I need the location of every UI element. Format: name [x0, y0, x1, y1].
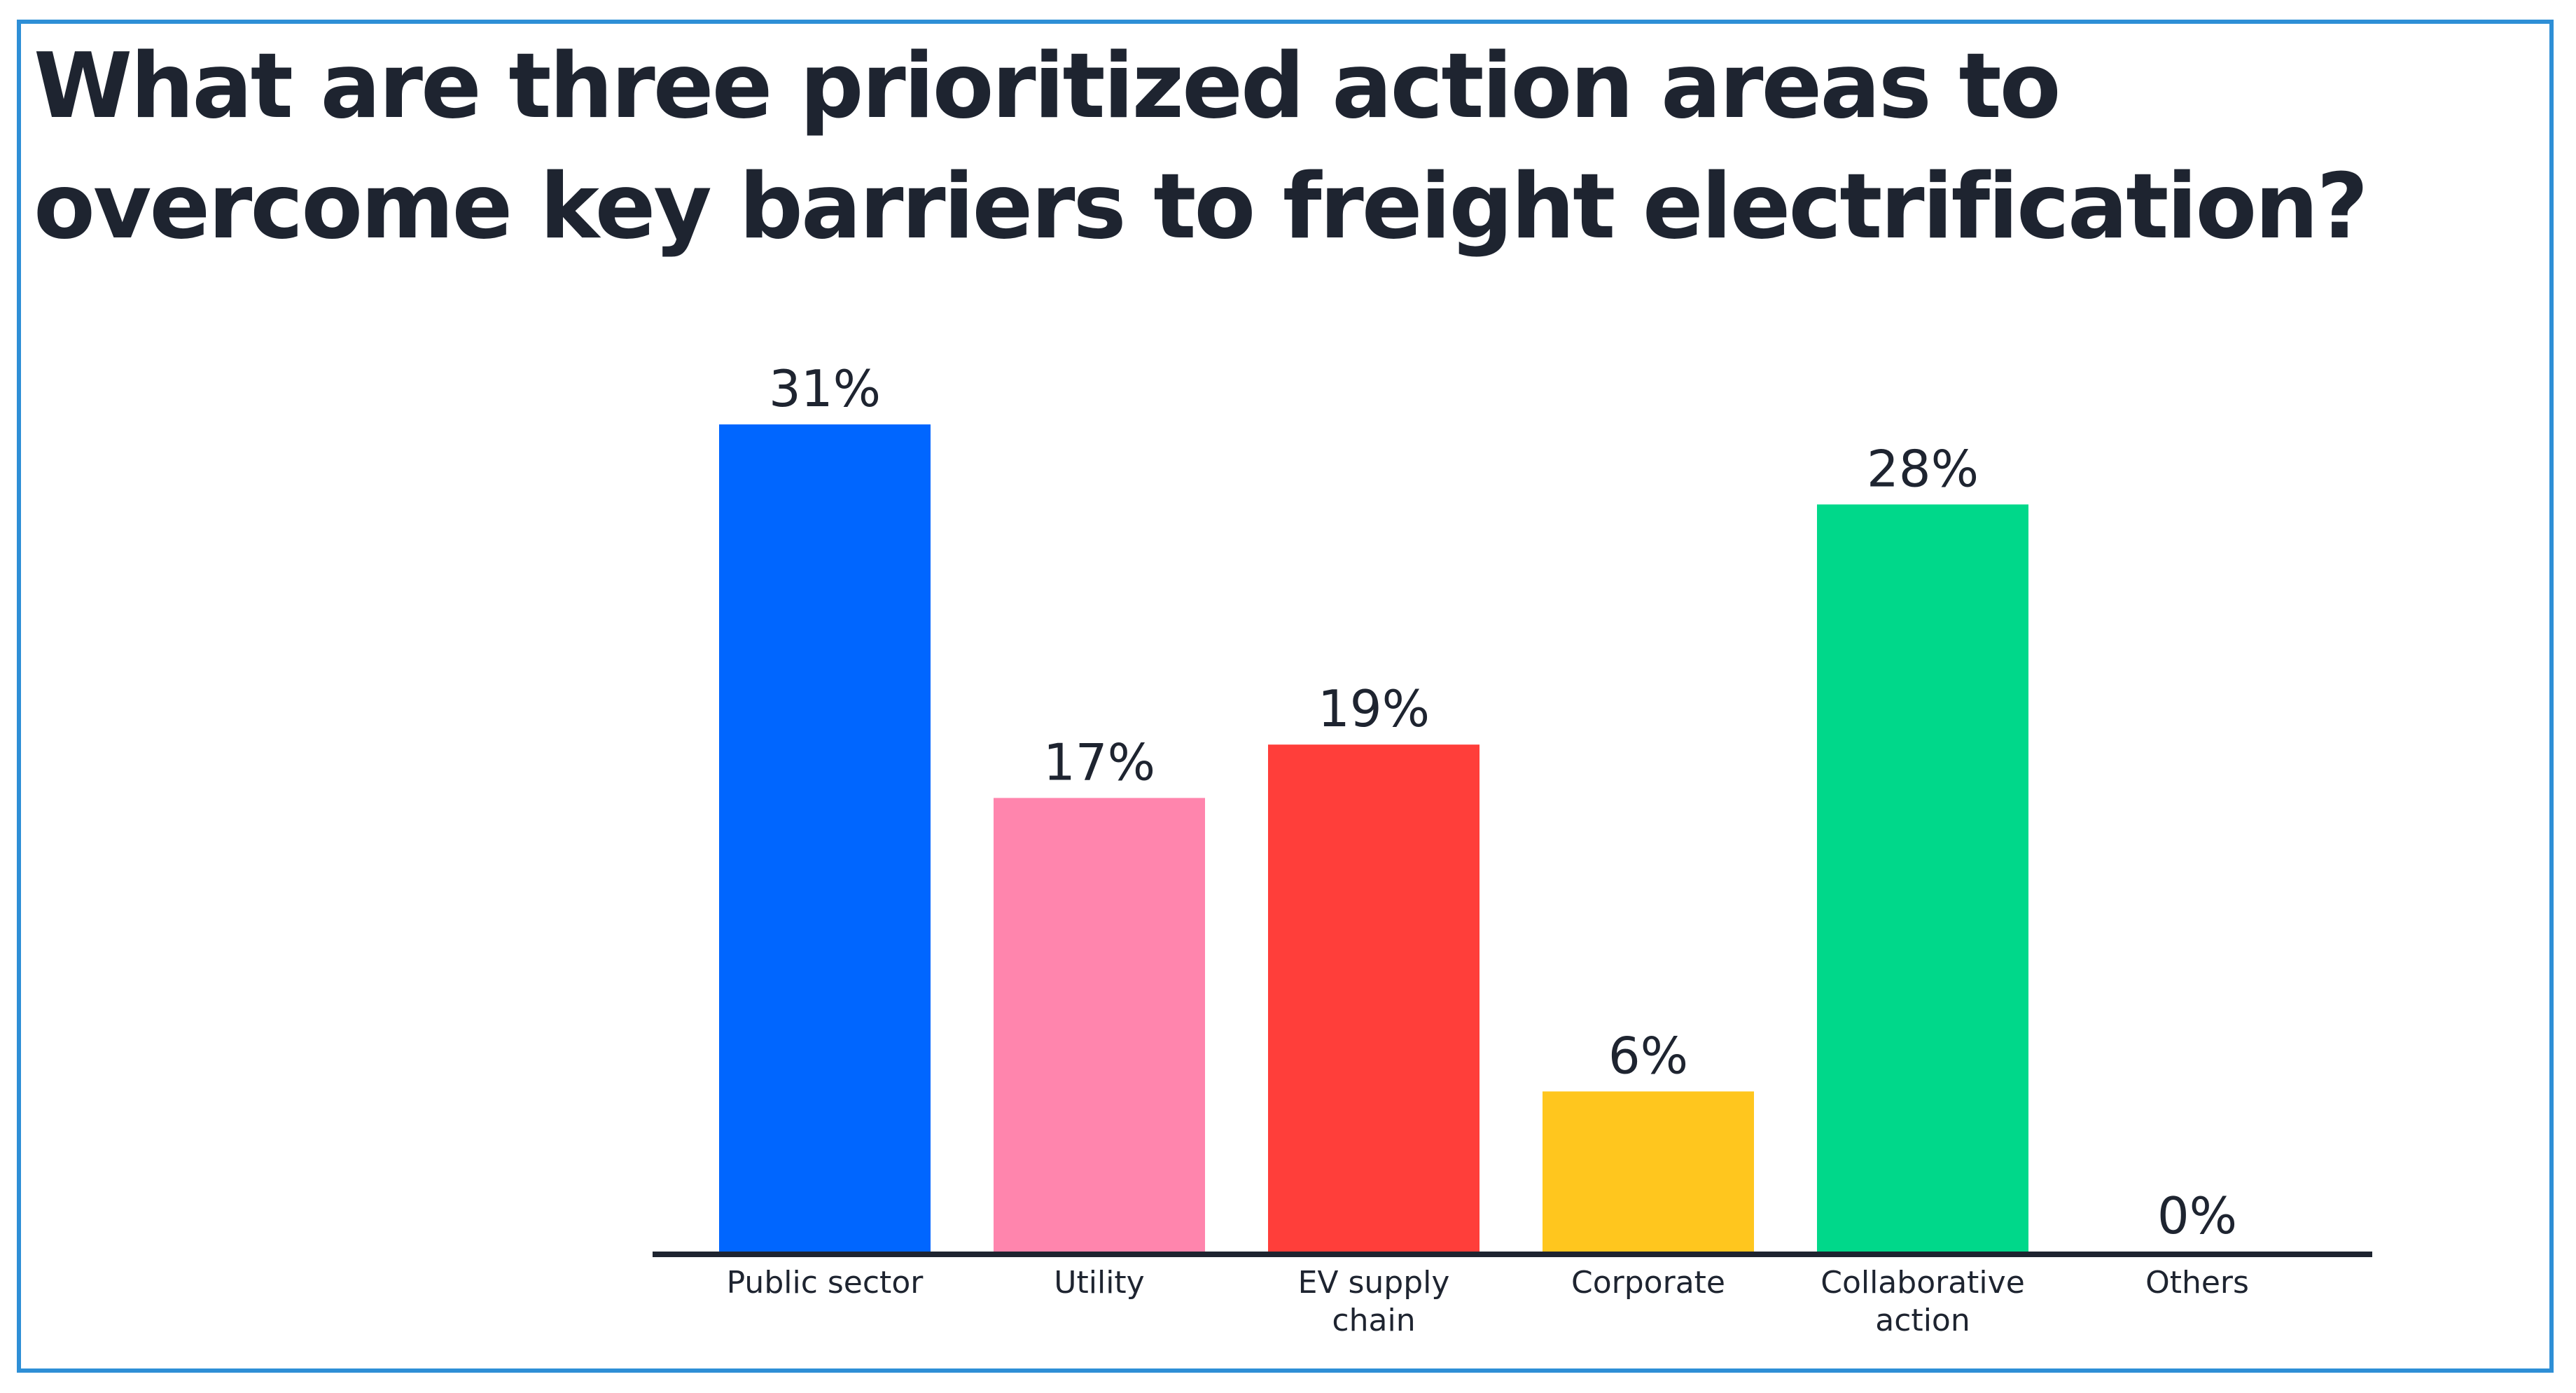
category-label-ev-supply-chain: EV supply chain — [1298, 1265, 1450, 1338]
value-label-ev-supply-chain: 19% — [1318, 679, 1430, 738]
category-label-utility: Utility — [1054, 1265, 1144, 1301]
value-label-public-sector: 31% — [769, 359, 881, 418]
bar-corporate — [1543, 1091, 1754, 1252]
category-label-public-sector: Public sector — [727, 1265, 924, 1301]
bar-public-sector — [719, 424, 931, 1252]
value-label-corporate: 6% — [1608, 1026, 1688, 1085]
chart-title: What are three prioritized action areas … — [34, 34, 2369, 259]
labels-group: 31% Public sector 17% Utility 19% EV supply ch… — [727, 359, 2249, 1338]
value-label-collaborative-action: 28% — [1867, 439, 1979, 498]
category-label-collaborative-action: Collaborative action — [1820, 1265, 2025, 1338]
bar-utility — [994, 798, 1205, 1252]
category-label-others: Others — [2145, 1265, 2249, 1301]
value-label-others: 0% — [2157, 1186, 2237, 1245]
bar-collaborative-action — [1817, 504, 2028, 1252]
category-label-corporate: Corporate — [1571, 1265, 1725, 1301]
bars-group — [719, 424, 2028, 1252]
value-label-utility: 17% — [1043, 733, 1155, 791]
bar-ev-supply-chain — [1268, 744, 1480, 1252]
